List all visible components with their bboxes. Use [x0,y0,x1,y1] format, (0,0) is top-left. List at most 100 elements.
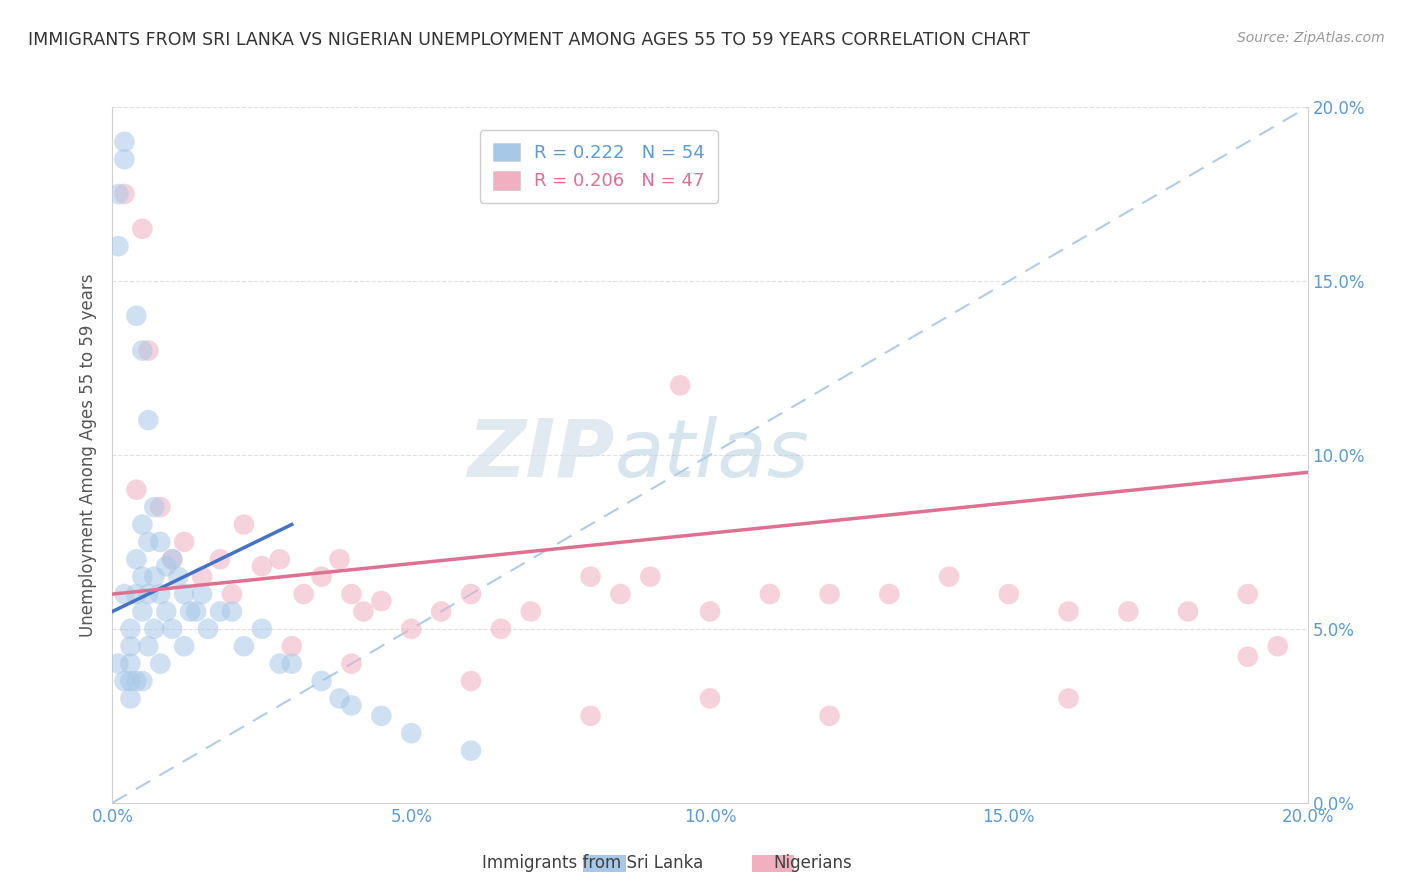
Point [131,570,153,584]
Point [311,570,333,584]
Point [114,187,135,202]
Point [125,483,148,497]
Point [173,534,195,549]
Point [107,187,129,202]
Text: ZIP: ZIP [467,416,614,494]
Point [155,559,177,574]
Point [162,552,183,566]
Point [191,570,214,584]
Point [149,657,172,671]
Point [328,691,352,706]
Point [221,605,243,619]
Point [818,708,841,723]
Point [120,657,142,671]
Point [340,657,363,671]
Point [579,570,602,584]
Point [138,587,160,601]
Point [138,639,160,653]
Point [125,587,148,601]
Point [638,570,662,584]
Point [149,534,172,549]
Point [460,744,482,758]
Point [669,378,692,392]
Point [149,587,172,601]
Point [120,674,142,689]
Point [328,552,352,566]
Point [162,622,183,636]
Point [430,605,453,619]
Point [131,221,153,235]
Point [938,570,960,584]
Point [131,674,153,689]
Point [155,605,177,619]
Point [311,674,333,689]
Point [370,594,392,608]
Point [120,622,142,636]
Point [250,559,273,574]
Point [699,691,721,706]
Text: IMMIGRANTS FROM SRI LANKA VS NIGERIAN UNEMPLOYMENT AMONG AGES 55 TO 59 YEARS COR: IMMIGRANTS FROM SRI LANKA VS NIGERIAN UN… [28,31,1031,49]
Point [120,639,142,653]
Point [370,708,392,723]
Point [143,570,166,584]
Point [131,517,153,532]
Text: Nigerians: Nigerians [773,855,852,872]
Point [232,517,256,532]
Legend: R = 0.222   N = 54, R = 0.206   N = 47: R = 0.222 N = 54, R = 0.206 N = 47 [479,130,717,203]
Y-axis label: Unemployment Among Ages 55 to 59 years: Unemployment Among Ages 55 to 59 years [79,273,97,637]
Point [352,605,374,619]
Point [818,587,841,601]
Point [138,343,160,358]
Text: Immigrants from Sri Lanka: Immigrants from Sri Lanka [482,855,703,872]
Point [281,639,304,653]
Text: Source: ZipAtlas.com: Source: ZipAtlas.com [1237,31,1385,45]
Point [1057,691,1080,706]
Text: atlas: atlas [614,416,810,494]
Point [167,570,190,584]
Point [114,674,135,689]
Point [1057,605,1080,619]
Point [114,152,135,166]
Point [197,622,219,636]
Point [186,605,208,619]
Point [460,674,482,689]
Point [208,605,231,619]
Point [269,657,291,671]
Point [699,605,721,619]
Point [191,587,214,601]
Point [107,239,129,253]
Point [125,674,148,689]
Point [759,587,782,601]
Point [340,698,363,713]
Point [877,587,901,601]
Point [998,587,1021,601]
Point [1237,649,1260,664]
Point [281,657,304,671]
Point [131,605,153,619]
Point [460,587,482,601]
Point [1267,639,1289,653]
Point [143,622,166,636]
Point [125,309,148,323]
Point [489,622,512,636]
Point [173,639,195,653]
Point [162,552,183,566]
Point [1237,587,1260,601]
Point [138,534,160,549]
Point [520,605,543,619]
Point [114,135,135,149]
Point [208,552,231,566]
Point [609,587,631,601]
Point [250,622,273,636]
Point [131,343,153,358]
Point [1177,605,1199,619]
Point [340,587,363,601]
Point [114,587,135,601]
Point [173,587,195,601]
Point [179,605,201,619]
Point [138,413,160,427]
Point [143,500,166,514]
Point [120,691,142,706]
Point [107,657,129,671]
Point [292,587,315,601]
